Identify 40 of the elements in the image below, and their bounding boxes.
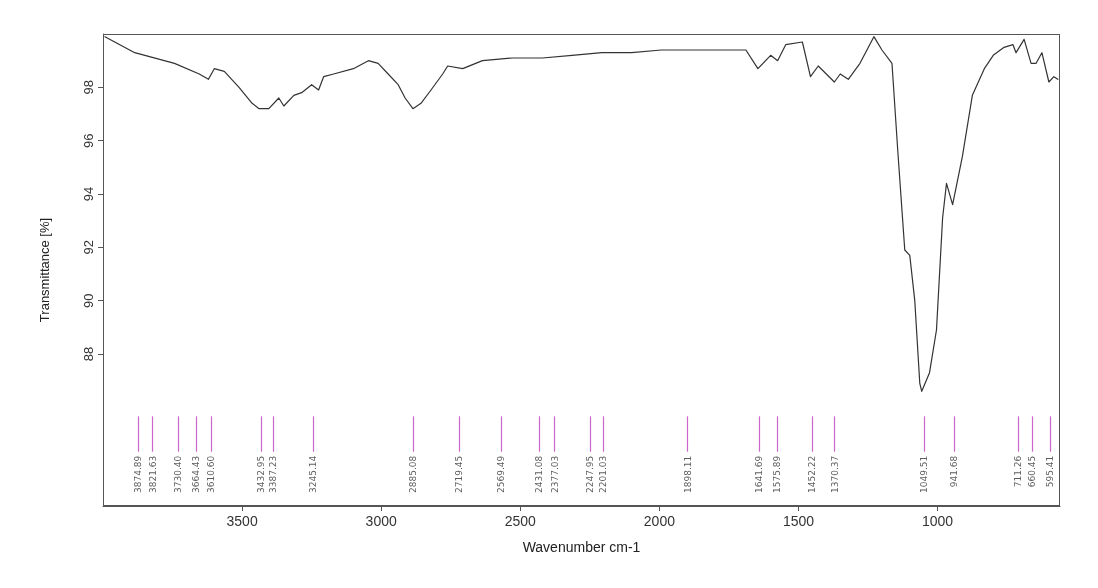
x-tick-label: 2500 — [504, 513, 537, 529]
ref-line-label: 2377.03 — [549, 455, 560, 493]
ref-line-label: 2431.08 — [534, 455, 545, 493]
ref-line-label: 3821.63 — [147, 455, 158, 493]
x-tick-label: 3000 — [365, 513, 397, 529]
y-tick-label: 98 — [81, 80, 96, 95]
ref-line-label: 3387.23 — [268, 455, 279, 493]
x-tick-label: 1500 — [782, 513, 815, 529]
ref-line-label: 941.68 — [948, 455, 959, 488]
y-tick-label: 94 — [81, 186, 96, 202]
ref-line-label: 1641.69 — [754, 455, 765, 493]
ref-line-label: 3432.95 — [255, 455, 266, 493]
y-axis-title: Transmittance [%] — [37, 217, 52, 323]
y-tick-label: 88 — [81, 346, 96, 362]
ref-line-label: 2719.45 — [454, 455, 465, 493]
ref-line-label: 1370.37 — [829, 455, 840, 493]
ref-line-label: 3664.43 — [191, 455, 202, 493]
ref-line-label: 3245.14 — [308, 455, 318, 493]
ref-line-label: 1898.11 — [682, 455, 693, 493]
ref-line-label: 3610.60 — [206, 455, 217, 493]
ref-line-label: 2247.95 — [585, 455, 596, 493]
ref-line-label: 711.26 — [1012, 455, 1023, 488]
y-tick-label: 92 — [81, 240, 96, 255]
ref-line-label: 660.45 — [1027, 455, 1038, 488]
x-tick-label: 1000 — [922, 513, 954, 529]
ref-line-label: 1575.89 — [772, 455, 783, 493]
ref-line-label: 595.41 — [1045, 455, 1056, 488]
ref-line-label: 3730.40 — [173, 455, 183, 493]
ref-line-label: 1452.22 — [806, 455, 817, 493]
x-axis-title: Wavenumber cm-1 — [522, 539, 641, 555]
x-tick-label: 3500 — [226, 513, 258, 529]
ref-line-label: 2885.08 — [408, 455, 419, 493]
x-tick-label: 2000 — [643, 513, 676, 529]
ref-line-label: 3874.89 — [132, 455, 143, 493]
y-tick-label: 96 — [81, 133, 96, 148]
ref-line-label: 2569.49 — [495, 455, 506, 493]
y-tick-label: 90 — [81, 293, 96, 308]
ref-line-label: 2201.03 — [598, 455, 609, 493]
ref-line-label: 1049.51 — [918, 455, 929, 493]
line-series — [104, 36, 1059, 392]
